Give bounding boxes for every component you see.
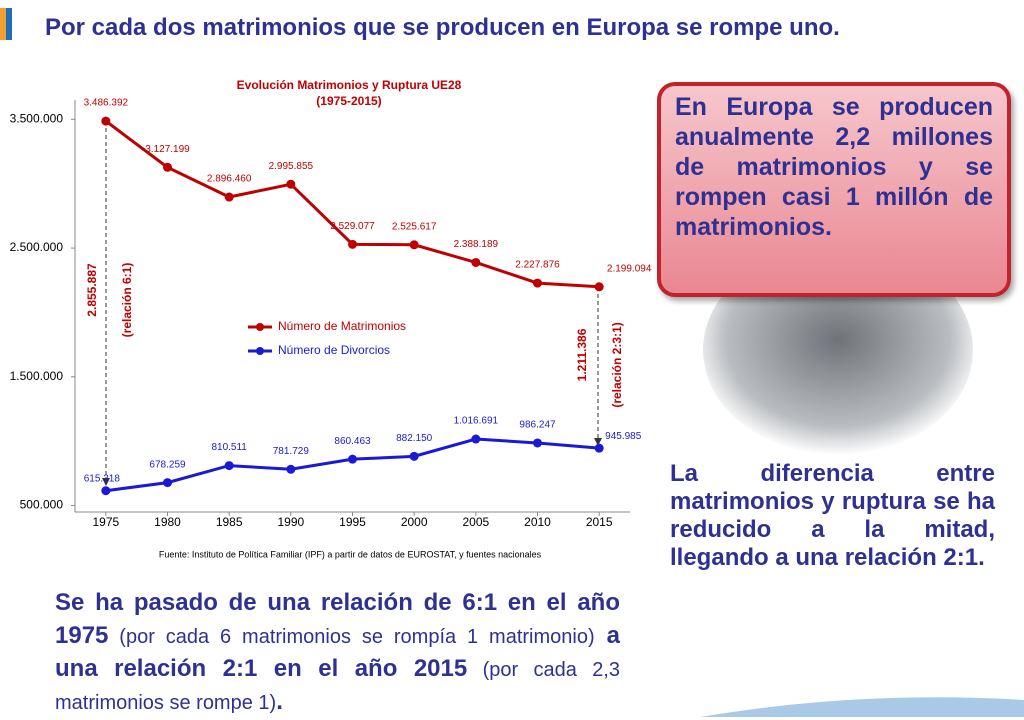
- data-label: 2.529.077: [330, 221, 375, 232]
- legend-marker: [256, 347, 264, 355]
- text-bold: Se ha pasado de una relación de 6:1 en e…: [55, 589, 620, 649]
- x-tick-label: 1985: [216, 515, 243, 529]
- x-tick-label: 2010: [524, 515, 551, 529]
- legend-label: Número de Divorcios: [278, 343, 390, 357]
- y-tick-label: 500.000: [20, 498, 64, 512]
- data-point: [224, 461, 234, 471]
- accent: [6, 8, 12, 40]
- ground: [700, 697, 1024, 717]
- data-label: 860.463: [334, 436, 371, 447]
- data-label: 945.985: [605, 431, 642, 442]
- data-point: [286, 464, 296, 474]
- data-label: 3.486.392: [84, 98, 129, 109]
- data-label: 781.729: [273, 446, 310, 457]
- slide-title: Por cada dos matrimonios que se producen…: [45, 14, 840, 41]
- x-tick-label: 1975: [92, 515, 119, 529]
- text: (por cada 6 matrimonios se rompía 1 matr…: [108, 626, 595, 648]
- accent: [0, 8, 6, 40]
- x-tick-label: 1980: [154, 515, 181, 529]
- data-point: [163, 162, 172, 172]
- chart-subtitle: (1975-2015): [316, 94, 381, 108]
- legend-marker: [256, 323, 264, 331]
- data-point: [286, 179, 296, 189]
- annotation: (relación 2:3:1): [610, 322, 624, 407]
- x-tick-label: 1995: [339, 515, 366, 529]
- data-point: [163, 478, 172, 488]
- text-bold: a una relación 2:1 en el año 2015: [55, 622, 620, 682]
- y-tick-label: 1.500.000: [10, 369, 64, 383]
- text-bold: .: [276, 688, 283, 715]
- data-point: [533, 438, 542, 448]
- x-tick-label: 1990: [277, 515, 304, 529]
- paragraph: Se ha pasado de una relación de 6:1 en e…: [55, 588, 620, 720]
- data-label: 2.388.189: [454, 239, 499, 250]
- data-point: [409, 451, 419, 461]
- x-tick-label: 2015: [586, 515, 613, 529]
- annotation: (relación 6:1): [120, 263, 134, 338]
- text: (por cada 2,3 matrimonios se rompe 1): [55, 659, 620, 714]
- data-point: [594, 282, 604, 292]
- data-point: [471, 257, 481, 267]
- annotation: 2.855.887: [85, 263, 99, 317]
- x-tick-label: 2000: [401, 515, 428, 529]
- x-tick-label: 2005: [462, 515, 489, 529]
- data-label: 1.016.691: [454, 416, 499, 427]
- source-note: Fuente: Instituto de Política Familiar (…: [159, 549, 542, 559]
- y-tick-label: 2.500.000: [10, 240, 64, 254]
- y-tick-label: 3.500.000: [10, 111, 64, 125]
- data-label: 3.127.199: [145, 144, 190, 155]
- data-label: 882.150: [396, 433, 433, 444]
- legend-label: Número de Matrimonios: [278, 319, 406, 333]
- data-label: 2.896.460: [207, 174, 252, 185]
- paragraph: La diferencia entre matrimonios y ruptur…: [670, 460, 995, 571]
- data-point: [471, 434, 481, 444]
- data-label: 678.259: [149, 459, 186, 470]
- data-label: 810.511: [211, 442, 247, 453]
- data-point: [533, 278, 542, 288]
- data-label: 615.318: [84, 473, 121, 484]
- data-point: [224, 192, 234, 202]
- data-label: 2.227.876: [515, 260, 560, 271]
- data-point: [101, 116, 111, 126]
- callout: En Europa se producen anualmente 2,2 mil…: [657, 82, 1011, 297]
- data-label: 986.247: [519, 420, 556, 431]
- chart-title: Evolución Matrimonios y Ruptura UE28: [237, 78, 462, 92]
- data-label: 2.995.855: [269, 161, 314, 172]
- data-label: 2.199.094: [607, 263, 652, 274]
- data-point: [348, 454, 357, 464]
- data-point: [348, 239, 357, 249]
- data-point: [101, 486, 111, 496]
- data-label: 2.525.617: [392, 221, 437, 232]
- photo: [703, 245, 973, 455]
- data-point: [409, 240, 419, 250]
- data-point: [594, 443, 604, 453]
- annotation: 1.211.386: [575, 328, 589, 381]
